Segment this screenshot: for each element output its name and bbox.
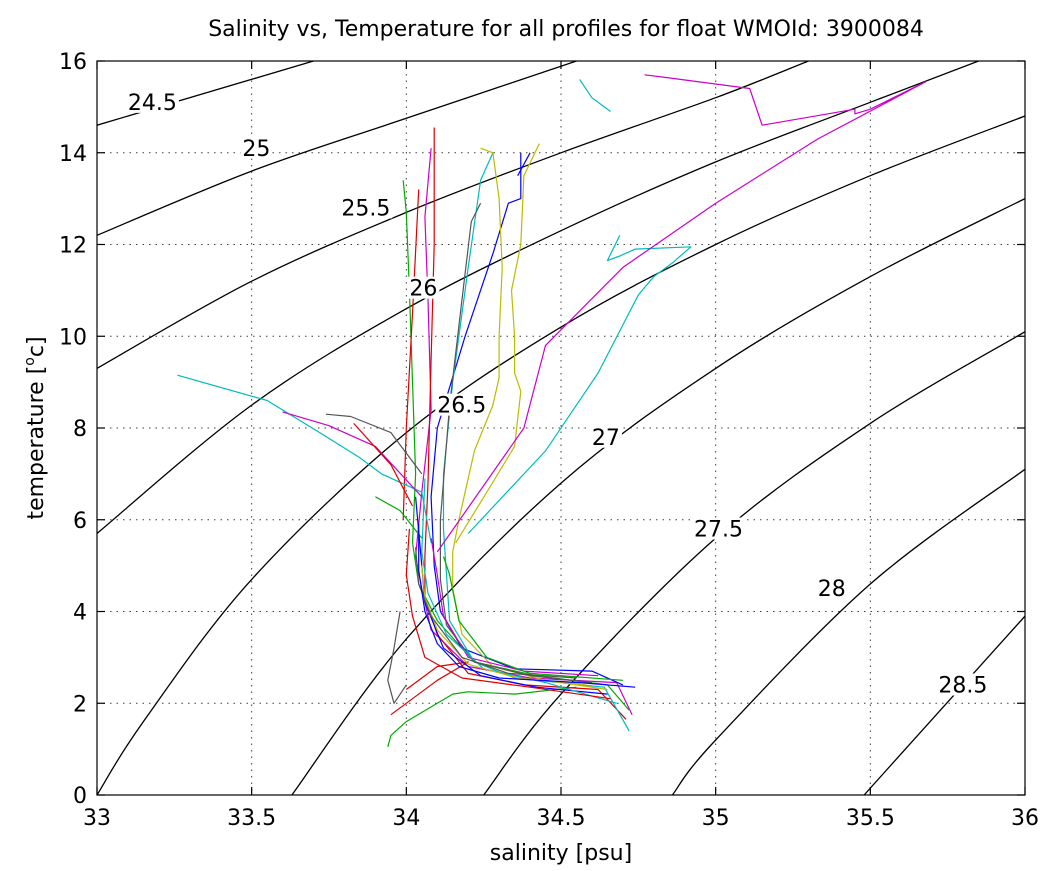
isopycnal-label-background — [125, 90, 179, 113]
x-tick-label: 35.5 — [846, 806, 895, 831]
profile-line — [467, 235, 692, 534]
x-tick-label: 34 — [392, 806, 420, 831]
y-axis-label-main: temperature [ — [24, 366, 49, 520]
profile-line — [387, 686, 577, 747]
y-axis-label-superscript: o — [22, 357, 38, 366]
x-tick-label: 33 — [83, 806, 111, 831]
profile-line — [436, 74, 927, 553]
profile-line — [442, 556, 623, 681]
profile-line — [452, 147, 608, 691]
y-axis-label-end: c] — [24, 336, 49, 357]
isopycnal-line — [97, 61, 314, 126]
y-tick-label: 2 — [73, 692, 87, 717]
profile-line — [415, 547, 577, 679]
y-axis-label: temperature [oc] — [22, 336, 49, 519]
isopycnal-label: 27 — [592, 426, 620, 451]
isopycnal-label: 26 — [409, 277, 437, 302]
isopycnal-label-background — [435, 393, 489, 416]
y-tick-label: 4 — [73, 601, 87, 626]
isopycnal-label-background — [407, 276, 440, 299]
profile-line — [439, 202, 592, 684]
isopycnal-labels: 24.5 25 25.5 26 26.5 27 27.5 28 28.5 — [125, 90, 990, 698]
profile-line — [353, 422, 414, 507]
profile-line — [390, 661, 469, 716]
x-tick-labels: 33 33.5 34 34.5 35 35.5 36 — [83, 806, 1039, 831]
isopycnal-line — [671, 468, 1025, 795]
isopycnal-label: 25 — [242, 137, 270, 162]
y-tick-label: 6 — [73, 509, 87, 534]
isopycnal-line — [291, 198, 1025, 795]
isopycnal-label: 28 — [818, 577, 846, 602]
y-tick-labels: 0 2 4 6 8 10 12 14 16 — [59, 50, 87, 809]
y-tick-label: 16 — [59, 50, 87, 75]
isopycnal-label-background — [815, 577, 848, 600]
chart-title: Salinity vs, Temperature for all profile… — [208, 17, 924, 42]
isopycnal-label: 26.5 — [437, 394, 486, 419]
x-tick-label: 34.5 — [537, 806, 586, 831]
profile-line — [517, 152, 531, 176]
axis-ticks — [96, 60, 1026, 796]
profile-line — [402, 189, 420, 520]
profile-line — [375, 496, 423, 539]
x-tick-label: 35 — [702, 806, 730, 831]
y-tick-label: 10 — [59, 325, 87, 350]
isopycnal-label-background — [589, 425, 622, 448]
profile-line — [405, 528, 611, 700]
profile-line — [387, 611, 407, 704]
x-tick-label: 33.5 — [227, 806, 276, 831]
profile-line — [325, 413, 423, 475]
profile-line — [282, 411, 423, 498]
isopycnal-label: 24.5 — [128, 91, 177, 116]
y-tick-label: 0 — [73, 784, 87, 809]
profile-line — [430, 538, 599, 677]
isopycnal-label-background — [339, 196, 393, 219]
isopycnal-label-background — [692, 517, 745, 540]
profile-line — [579, 79, 611, 112]
y-tick-label: 12 — [59, 234, 87, 259]
profile-line — [455, 143, 540, 544]
x-tick-label: 36 — [1011, 806, 1039, 831]
isopycnal-label-background — [240, 136, 273, 159]
isopycnal-line — [97, 61, 979, 535]
isopycnal-line — [97, 61, 577, 236]
y-tick-label: 8 — [73, 417, 87, 442]
isopycnal-label: 25.5 — [341, 196, 390, 221]
isopycnal-line — [97, 61, 809, 369]
isopycnal-label: 28.5 — [938, 673, 987, 698]
x-axis-label: salinity [psu] — [490, 841, 632, 866]
profile-line — [418, 524, 636, 688]
profile-line — [177, 374, 432, 543]
profile-line — [421, 478, 617, 704]
isopycnal-label-background — [936, 673, 990, 696]
isopycnal-label: 27.5 — [694, 518, 743, 543]
grid — [97, 61, 1025, 795]
isopycnal-line — [97, 115, 1025, 795]
y-tick-label: 14 — [59, 142, 87, 167]
